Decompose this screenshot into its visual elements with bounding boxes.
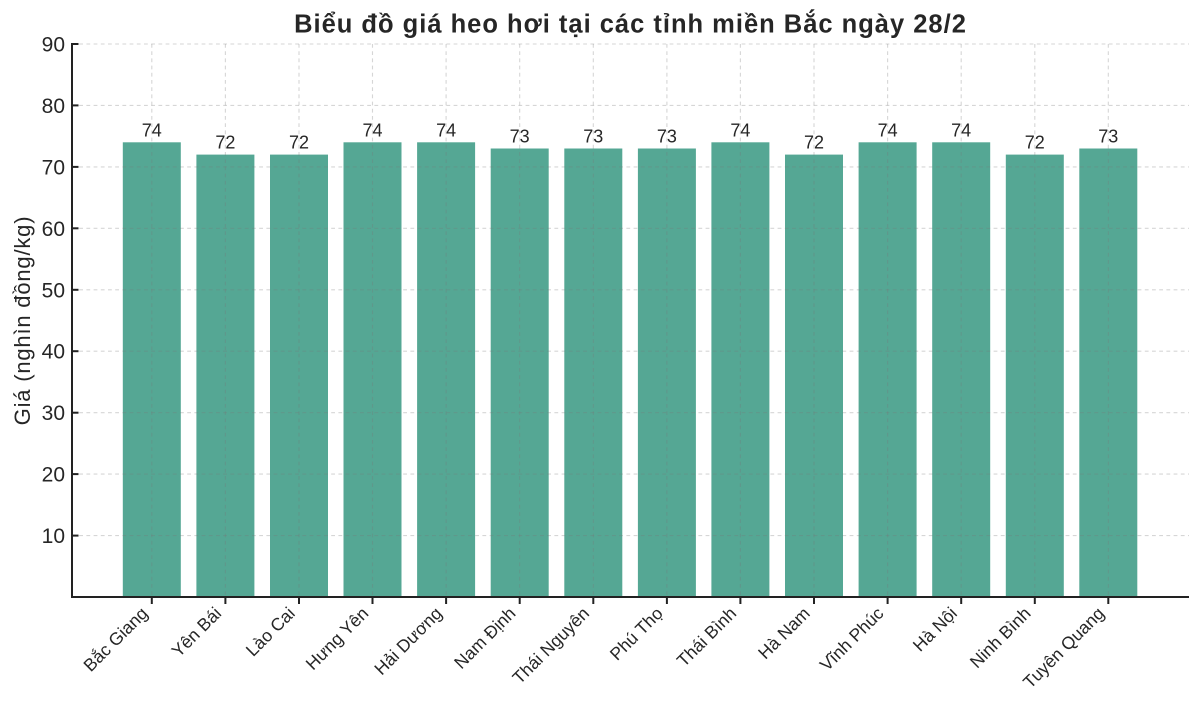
svg-text:74: 74	[730, 120, 750, 140]
svg-text:73: 73	[1098, 127, 1118, 147]
svg-text:72: 72	[1025, 133, 1045, 153]
svg-text:70: 70	[42, 156, 65, 179]
svg-text:73: 73	[657, 127, 677, 147]
svg-text:Giá (nghìn đồng/kg): Giá (nghìn đồng/kg)	[10, 216, 35, 426]
svg-text:74: 74	[142, 120, 162, 140]
svg-text:72: 72	[804, 133, 824, 153]
svg-text:74: 74	[878, 120, 898, 140]
svg-text:60: 60	[42, 218, 65, 241]
svg-text:74: 74	[951, 120, 971, 140]
svg-text:74: 74	[436, 120, 456, 140]
svg-text:72: 72	[215, 133, 235, 153]
svg-text:73: 73	[510, 127, 530, 147]
svg-text:90: 90	[42, 34, 65, 57]
svg-text:72: 72	[289, 133, 309, 153]
svg-text:10: 10	[42, 525, 65, 548]
svg-text:30: 30	[42, 402, 65, 425]
svg-text:Biểu đồ giá heo hơi tại các tỉ: Biểu đồ giá heo hơi tại các tỉnh miền Bắ…	[294, 9, 967, 39]
svg-text:20: 20	[42, 464, 65, 487]
svg-text:80: 80	[42, 95, 65, 118]
svg-text:40: 40	[42, 341, 65, 364]
svg-text:74: 74	[362, 120, 382, 140]
svg-text:50: 50	[42, 279, 65, 302]
svg-text:73: 73	[583, 127, 603, 147]
